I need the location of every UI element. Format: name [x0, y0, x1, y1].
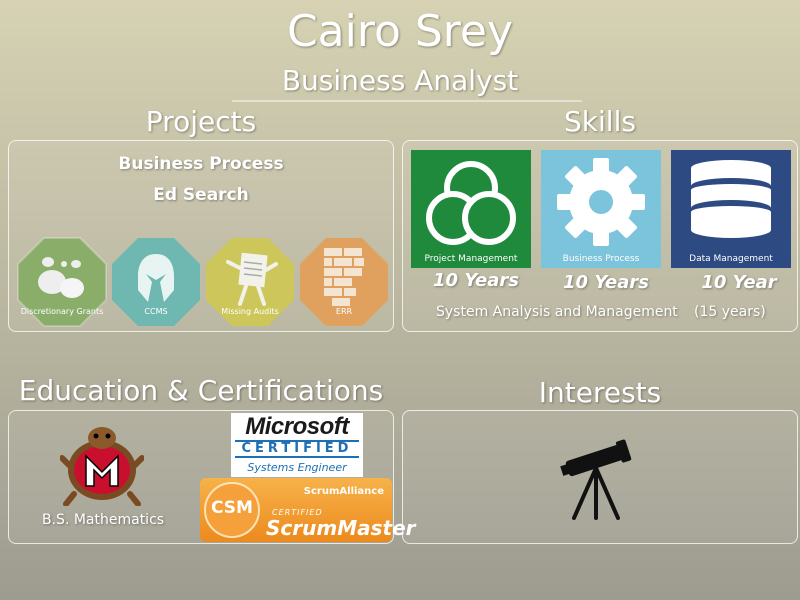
skill-years-1: 10 Years [433, 270, 519, 291]
skills-footer-years: (15 years) [694, 304, 766, 320]
badge-label: ERR [335, 307, 353, 316]
project-line-1: Business Process [118, 154, 284, 174]
gear-icon [557, 158, 645, 246]
microsoft-cert-title: Systems Engineer [247, 461, 347, 474]
skill-years-2: 10 Years [563, 272, 649, 293]
scrum-master-title: ScrumMaster [266, 516, 416, 540]
csm-seal-icon: CSM [204, 482, 260, 538]
project-badge-missing-audits[interactable]: Missing Audits [204, 236, 296, 328]
profile-role: Business Analyst [281, 64, 519, 97]
microsoft-certified-label: CERTIFIED [235, 440, 359, 458]
interests-title: Interests [538, 376, 662, 409]
projects-title: Projects [145, 105, 257, 138]
degree-text: B.S. Mathematics [42, 512, 165, 528]
document-character-icon [226, 252, 278, 306]
skill-tile-label: Data Management [689, 254, 773, 264]
microsoft-certified-badge: Microsoft CERTIFIED Systems Engineer [231, 413, 363, 477]
scrum-master-badge: CSM ScrumAlliance CERTIFIED ScrumMaster [200, 478, 416, 542]
project-line-2: Ed Search [153, 185, 249, 205]
badge-label: CCMS [144, 307, 168, 316]
education-title: Education & Certifications [18, 374, 384, 407]
rocks-icon [38, 257, 84, 298]
skill-years-3: 10 Year [701, 272, 777, 293]
skill-tile-label: Business Process [562, 254, 640, 264]
badge-label: Discretionary Grants [20, 307, 104, 316]
database-icon [691, 160, 771, 238]
csm-seal-text: CSM [211, 498, 253, 518]
octagon-badge-shape [112, 238, 200, 326]
badge-label: Missing Audits [221, 307, 279, 316]
skill-tile-label: Project Management [424, 254, 518, 264]
venn-circles-icon [426, 161, 516, 245]
skill-tile-project-management[interactable]: Project Management [411, 150, 531, 268]
scrum-alliance-brand: ScrumAlliance [303, 486, 384, 497]
project-badge-discretionary-grants[interactable]: Discretionary Grants [16, 236, 108, 328]
skills-title: Skills [564, 105, 636, 138]
terrapin-logo-icon [60, 427, 144, 506]
microsoft-brand: Microsoft [245, 413, 349, 440]
project-badge-err[interactable]: ERR [298, 236, 390, 328]
skill-tile-data-management[interactable]: Data Management [671, 150, 791, 268]
skill-tile-business-process[interactable]: Business Process [541, 150, 661, 268]
skills-footer-text: System Analysis and Management [436, 304, 678, 320]
helmet-icon [138, 254, 174, 302]
telescope-icon [560, 439, 632, 520]
project-badge-ccms[interactable]: CCMS [110, 236, 202, 328]
brick-wall-icon [324, 248, 364, 306]
profile-name: Cairo Srey [286, 6, 514, 57]
scrum-certified-label: CERTIFIED [272, 508, 323, 517]
header-divider [232, 100, 582, 102]
